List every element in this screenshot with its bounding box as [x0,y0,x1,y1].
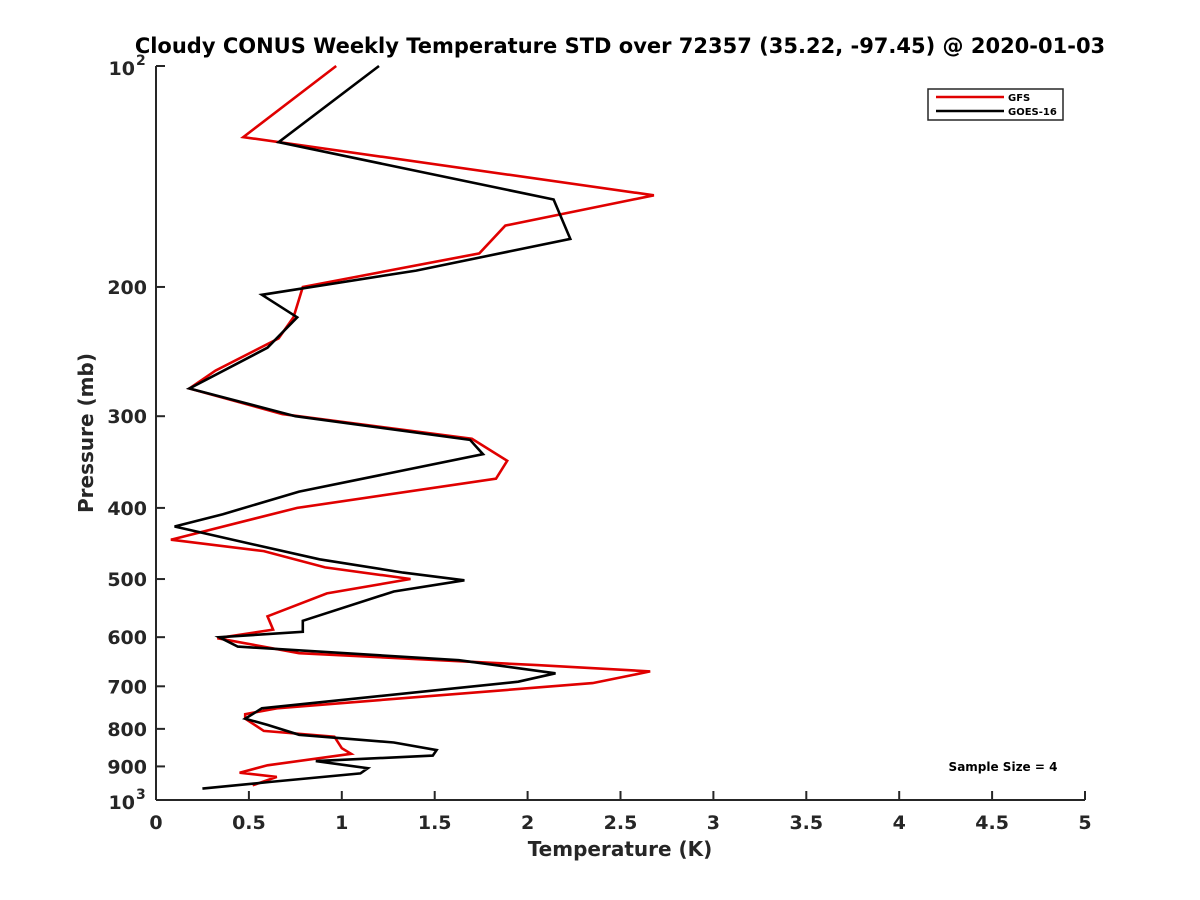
series-line-goes16 [174,64,573,790]
plot-axes [155,66,1085,801]
chart-title: Cloudy CONUS Weekly Temperature STD over… [135,34,1105,58]
x-tick-label: 0 [149,812,162,834]
x-tick-label: 3.5 [789,812,823,834]
y-tick-label: 800 [107,719,147,741]
y-axis-label: Pressure (mb) [74,353,98,513]
x-axis-label: Temperature (K) [528,837,713,861]
x-tick-label: 1 [335,812,348,834]
x-tick-label: 2.5 [604,812,638,834]
series-line-gfs [170,64,655,787]
series-lines [170,64,655,790]
sample-size-annotation: Sample Size = 4 [949,760,1058,774]
x-tick-label: 3 [707,812,720,834]
x-tick-label: 5 [1078,812,1091,834]
y-tick-label: 10 [109,792,135,814]
x-tick-label: 0.5 [232,812,266,834]
x-tick-label: 4.5 [975,812,1009,834]
y-tick-label: 600 [107,627,147,649]
y-tick-label: 500 [107,569,147,591]
x-tick-label: 1.5 [418,812,452,834]
y-tick-label: 700 [107,676,147,698]
x-axis-ticks: 0 0.5 1 1.5 2 2.5 3 3.5 4 4.5 5 [149,791,1092,834]
y-tick-label: 200 [107,277,147,299]
y-tick-label: 400 [107,498,147,520]
legend-box [927,88,1064,121]
x-tick-label: 2 [521,812,534,834]
y-tick-label: 300 [107,406,147,428]
legend-label-gfs: GFS [1008,93,1030,104]
y-tick-label: 10 [109,58,135,80]
y-tick-exponent: 2 [136,53,146,69]
y-tick-label: 900 [107,756,147,778]
legend: GFS GOES-16 [927,88,1064,121]
legend-label-goes16: GOES-16 [1008,107,1057,118]
y-tick-exponent: 3 [136,787,146,803]
x-tick-label: 4 [893,812,906,834]
